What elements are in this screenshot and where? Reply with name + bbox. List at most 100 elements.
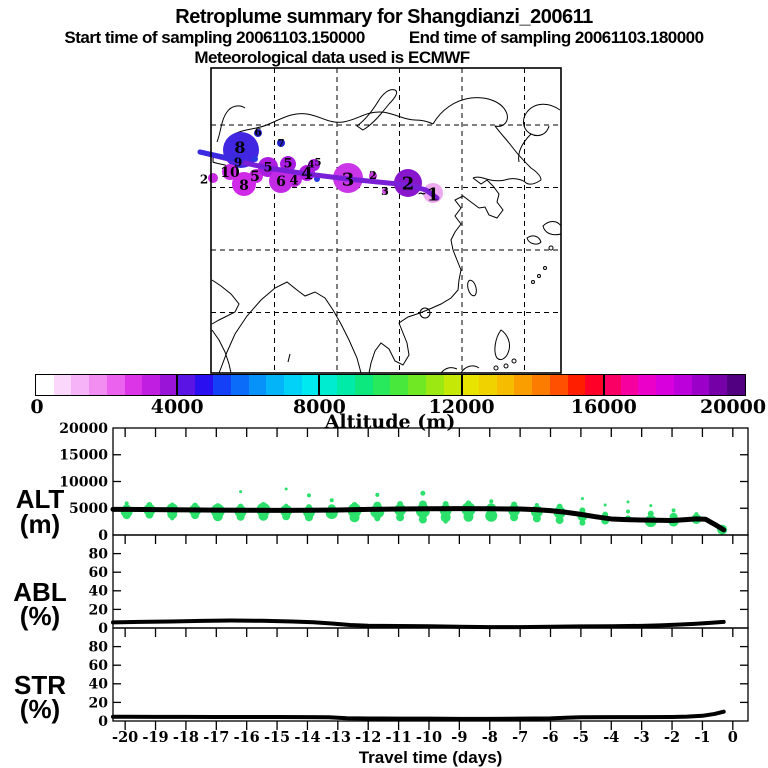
colorbar-segment — [603, 375, 621, 395]
plume-day-label: 8 — [239, 178, 249, 194]
x-tick-label: -4 — [603, 729, 619, 746]
alt-particle-dot — [489, 499, 494, 504]
coastline — [494, 329, 510, 361]
colorbar-divider — [602, 374, 605, 396]
alt-particle-dot — [510, 513, 519, 522]
y-tick-label: 40 — [89, 584, 109, 600]
plume-circle — [254, 129, 262, 137]
alt-particle-dot — [329, 498, 334, 503]
y-tick-label: 10000 — [59, 474, 108, 490]
plume-day-label: 5 — [283, 157, 292, 172]
colorbar-tick-label: 16000 — [570, 396, 637, 418]
abl-line — [111, 618, 726, 630]
coastline — [460, 365, 480, 374]
alt-particle-dot — [579, 519, 586, 526]
colorbar-segment — [709, 375, 728, 395]
alt-particle-dot — [420, 490, 426, 496]
coastline — [211, 279, 240, 325]
end-time-label: End time of sampling 20061103.180000 — [408, 28, 704, 47]
colorbar-segment — [514, 375, 533, 395]
colorbar-segment — [230, 375, 249, 395]
panel-ylabel-ALT: (m) — [20, 509, 60, 539]
plume-circle — [382, 188, 388, 194]
colorbar-segment — [89, 375, 107, 395]
plume-day-label: ~ — [417, 187, 426, 200]
alt-particle-dot — [191, 511, 200, 520]
colorbar-segment — [319, 375, 338, 395]
str-line — [111, 709, 726, 721]
y-tick-label: 40 — [89, 677, 109, 693]
colorbar-segment — [425, 375, 444, 395]
x-tick-label: -13 — [325, 729, 351, 746]
y-tick-label: 0 — [98, 714, 108, 730]
plume-day-label: 6 — [276, 174, 286, 190]
colorbar-segment — [620, 375, 639, 395]
x-tick-label: -1 — [694, 729, 710, 746]
plume-day-label: 1 — [427, 184, 440, 205]
plume-day-label: 2 — [200, 172, 208, 186]
plume-circle — [249, 169, 263, 183]
colorbar-tick-label: 12000 — [428, 396, 495, 418]
small-island — [531, 280, 535, 284]
plume-day-label: 7 — [278, 139, 285, 150]
met-data-label: Meteorological data used is ECMWF — [194, 48, 470, 67]
colorbar-segment — [284, 375, 302, 395]
alt-particle-dot — [418, 515, 427, 524]
panel-box-STR — [112, 627, 749, 722]
alt-particle-dot — [485, 509, 498, 522]
colorbar-segment — [266, 375, 285, 395]
y-tick-label: 0 — [98, 528, 108, 544]
x-tick-label: -17 — [203, 729, 229, 746]
y-tick-label: 60 — [89, 658, 109, 674]
coastline — [230, 111, 434, 137]
trajectory-line — [197, 149, 440, 201]
plume-circle — [252, 156, 258, 162]
plume-circle — [308, 159, 320, 171]
coastline — [218, 281, 362, 374]
small-island — [493, 365, 499, 371]
x-tick-label: -20 — [112, 729, 138, 746]
coastline — [211, 329, 232, 374]
x-tick-label: -2 — [664, 729, 680, 746]
colorbar-segment — [248, 375, 267, 395]
colorbar-segment — [638, 375, 657, 395]
plume-day-label: 3 — [342, 169, 355, 190]
y-tick-label: 80 — [89, 547, 109, 563]
colorbar-segment — [496, 375, 515, 395]
coastline — [472, 176, 542, 185]
colorbar-segment — [53, 375, 72, 395]
alt-particle-dot — [236, 512, 245, 521]
colorbar-segment — [195, 375, 214, 395]
plume-day-label: 3 — [381, 185, 389, 198]
alt-particle-dot — [532, 514, 541, 523]
plume-circle — [222, 164, 238, 180]
coastline — [216, 105, 246, 143]
colorbar-segment — [354, 375, 373, 395]
colorbar-segment — [160, 375, 178, 395]
panel-ylabel-ABL: (%) — [20, 601, 60, 631]
alt-particle-dot — [440, 512, 451, 523]
panel-ylabel-ABL: ABL — [13, 577, 67, 607]
colorbar-tick-label: 4000 — [150, 396, 204, 418]
panel-ylabel-ALT: ALT — [16, 484, 65, 514]
alt-particle-dot — [304, 513, 313, 522]
coastline — [523, 103, 561, 137]
colorbar-segment — [372, 375, 391, 395]
x-tick-label: -14 — [294, 729, 320, 746]
trajectory-map: 8 9 10 8 5 5 6 4 5 4 4 5 3 2 3 2 1 ~6 7 2 — [197, 67, 562, 374]
colorbar-segment — [585, 375, 603, 395]
panel-box-ABL — [112, 534, 749, 629]
alt-particle-dot — [258, 510, 269, 521]
plume-day-label: 10 — [220, 165, 240, 181]
sampling-times: Start time of sampling 20061103.150000 E… — [0, 28, 768, 48]
coastline — [432, 97, 508, 127]
plume-day-label: 5 — [263, 161, 272, 176]
colorbar-segment — [36, 375, 54, 395]
colorbar-tick-label: 0 — [30, 396, 44, 418]
x-tick-label: -10 — [416, 729, 442, 746]
colorbar-tick-label: 8000 — [292, 396, 346, 418]
alt-particle-dot — [374, 515, 381, 522]
small-island — [543, 266, 547, 270]
panel-ylabel-STR: STR — [14, 670, 66, 700]
colorbar-segment — [142, 375, 161, 395]
